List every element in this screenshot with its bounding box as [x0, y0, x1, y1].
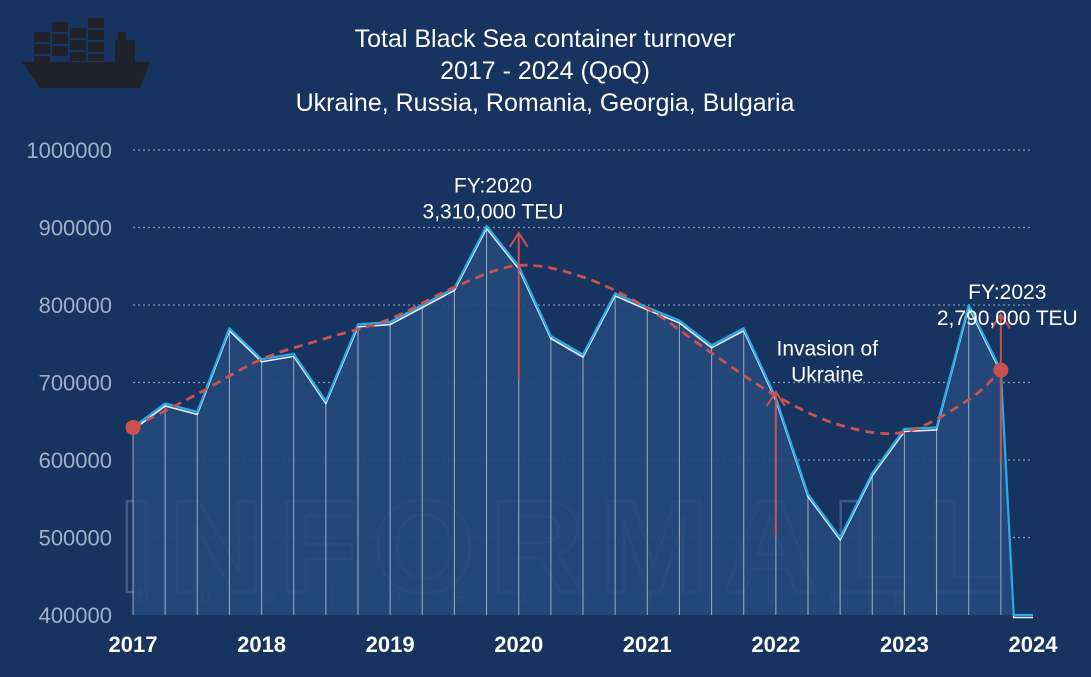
series-line [132, 224, 1033, 617]
y-tick-label: 1000000 [26, 138, 112, 163]
arrow-head [508, 231, 529, 248]
x-axis: 2017 2018 2019 2020 2021 2022 2023 2024 [109, 632, 1059, 657]
x-tick-label: 2018 [237, 632, 286, 657]
y-tick-label: 800000 [39, 293, 112, 318]
cargo-ship-icon [22, 18, 150, 88]
x-tick-label: 2022 [751, 632, 800, 657]
arrow-head [991, 312, 1011, 329]
x-tick-label: 2024 [1009, 632, 1059, 657]
x-tick-label: 2020 [494, 632, 543, 657]
annotations: FY:2020 3,310,000 TEU Invasion of Ukraine FY… [423, 175, 1078, 387]
chart-title-line-1: Total Black Sea container turnover [355, 25, 736, 53]
marker-point [125, 419, 141, 435]
x-tick-label: 2017 [109, 632, 158, 657]
annotation-text: Ukraine [791, 363, 863, 386]
chart-title: Total Black Sea container turnover 2017 … [296, 25, 795, 117]
chart-title-line-2: 2017 - 2024 (QoQ) [440, 57, 650, 85]
annotation-text: FY:2020 [454, 175, 532, 198]
annotation-text: 2,790,000 TEU [937, 307, 1078, 330]
x-tick-label: 2019 [366, 632, 415, 657]
x-tick-label: 2021 [623, 632, 672, 657]
annotation-text: Invasion of [776, 337, 878, 360]
y-tick-label: 700000 [39, 371, 112, 396]
chart-title-line-3: Ukraine, Russia, Romania, Georgia, Bulga… [296, 89, 795, 117]
annotation-text: 3,310,000 TEU [423, 201, 564, 224]
y-tick-label: 400000 [39, 603, 112, 628]
y-tick-label: 600000 [39, 448, 112, 473]
x-tick-label: 2023 [880, 632, 929, 657]
marker-point [993, 362, 1009, 378]
series-line-shadow [132, 226, 1033, 619]
y-tick-label: 500000 [39, 526, 112, 551]
annotation-text: FY:2023 [968, 281, 1046, 304]
plot-area [125, 224, 1033, 619]
y-tick-label: 900000 [39, 216, 112, 241]
trend-line [132, 263, 1002, 436]
arrow-head [766, 389, 786, 407]
y-axis: 1000000 900000 800000 700000 600000 500000 400… [26, 138, 112, 628]
